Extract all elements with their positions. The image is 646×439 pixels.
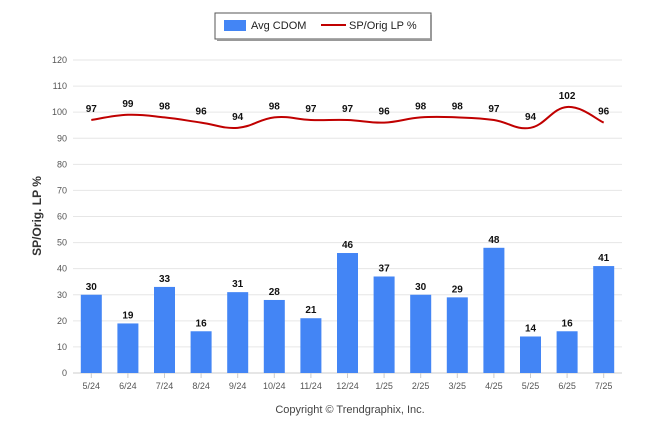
y-tick-label: 120: [52, 55, 67, 65]
legend-label-avg-cdom: Avg CDOM: [251, 20, 306, 32]
line-data-label: 98: [159, 101, 171, 112]
x-tick-label: 12/24: [336, 381, 359, 391]
bar: [227, 292, 249, 373]
legend-swatch-avg-cdom: [224, 20, 246, 31]
y-tick-label: 0: [62, 368, 67, 378]
line-data-label: 96: [379, 107, 391, 118]
y-tick-label: 40: [57, 264, 67, 274]
line-data-label: 97: [488, 104, 500, 115]
bar-data-label: 30: [415, 282, 427, 293]
x-tick-label: 9/24: [229, 381, 247, 391]
line-path: [91, 105, 605, 130]
bar: [556, 331, 578, 373]
y-tick-label: 90: [57, 133, 67, 143]
bar-data-label: 37: [379, 263, 391, 274]
line-data-label: 96: [598, 107, 610, 118]
bar-data-label: 33: [159, 274, 171, 285]
y-axis: 0 10 20 30 40 50 60 70 80 90 100 110 120: [52, 55, 67, 378]
bar: [80, 294, 102, 373]
bar-data-label: 16: [196, 318, 208, 329]
bar-data-label: 14: [525, 323, 537, 334]
bar-data-label: 30: [86, 282, 98, 293]
legend: Avg CDOM SP/Orig LP %: [214, 12, 432, 41]
x-tick-label: 2/25: [412, 381, 430, 391]
x-tick-label: 5/24: [83, 381, 101, 391]
line-data-label: 102: [559, 91, 576, 102]
bar-data-label: 46: [342, 240, 354, 251]
line-data-label: 98: [415, 101, 427, 112]
bar-data-label: 29: [452, 284, 464, 295]
bar-data-label: 16: [562, 318, 574, 329]
bar: [410, 294, 432, 373]
bar-data-label: 21: [305, 305, 317, 316]
bar: [337, 253, 358, 373]
line-data-label: 98: [452, 101, 464, 112]
bar: [300, 318, 322, 373]
y-tick-label: 110: [53, 81, 67, 91]
y-tick-label: 10: [57, 342, 67, 352]
line-data-label: 97: [305, 104, 317, 115]
y-tick-label: 80: [57, 159, 67, 169]
x-tick-label: 10/24: [263, 381, 286, 391]
line-series-sp-orig-lp: 97 99 98 96 94 98 97 97 96 98 98 97 94 102 96: [86, 91, 610, 130]
bar: [373, 276, 395, 373]
y-tick-label: 50: [57, 238, 67, 248]
bar: [446, 297, 468, 373]
bar: [520, 336, 541, 373]
y-tick-label: 60: [57, 212, 67, 222]
line-data-label: 94: [232, 112, 244, 123]
x-tick-label: 6/25: [558, 381, 576, 391]
x-tick-label: 6/24: [119, 381, 137, 391]
bar: [593, 266, 615, 373]
bar-data-label: 19: [122, 310, 134, 321]
line-data-label: 94: [525, 112, 537, 123]
x-axis: 5/24 6/24 7/24 8/24 9/24 10/24 11/24 12/24 1/25 2…: [83, 373, 613, 391]
y-tick-label: 70: [57, 185, 67, 195]
x-tick-label: 7/25: [595, 381, 613, 391]
line-data-label: 96: [196, 107, 208, 118]
x-tick-label: 4/25: [485, 381, 503, 391]
y-tick-label: 30: [57, 290, 67, 300]
bar: [117, 323, 139, 373]
bar: [190, 331, 212, 373]
x-tick-label: 8/24: [192, 381, 210, 391]
bar-series-avg-cdom: 30 19 33 16 31 28 21 46 37 30 29 48 14 16 41: [80, 235, 615, 373]
x-tick-label: 11/24: [300, 381, 322, 391]
line-data-label: 98: [269, 101, 281, 112]
legend-label-sp-orig-lp: SP/Orig LP %: [349, 20, 417, 32]
bar-data-label: 31: [232, 279, 244, 290]
bar: [154, 286, 175, 373]
y-tick-label: 100: [52, 107, 67, 117]
line-data-label: 97: [86, 104, 98, 115]
bar-data-label: 28: [269, 287, 281, 298]
copyright-text: Copyright © Trendgraphix, Inc.: [275, 404, 424, 416]
x-tick-label: 7/24: [156, 381, 174, 391]
bar: [483, 247, 505, 373]
bar-data-label: 41: [598, 253, 610, 264]
bar: [263, 299, 285, 373]
x-tick-label: 3/25: [449, 381, 467, 391]
x-tick-label: 1/25: [375, 381, 393, 391]
line-data-label: 97: [342, 104, 354, 115]
line-data-label: 99: [122, 99, 134, 110]
y-tick-label: 20: [57, 316, 67, 326]
y-axis-title: SP/Orig. LP %: [30, 176, 44, 256]
x-tick-label: 5/25: [522, 381, 540, 391]
bar-data-label: 48: [488, 235, 500, 246]
